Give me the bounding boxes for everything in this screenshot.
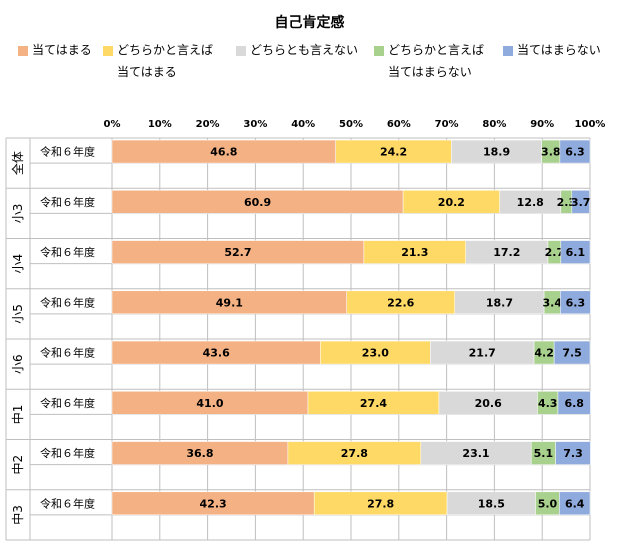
chart-title: 自己肯定感 — [274, 15, 345, 31]
row-label-3: 令和６年度 — [40, 295, 95, 309]
data-label-3-0: 49.1 — [216, 296, 243, 309]
legend-swatch-4 — [374, 46, 384, 56]
bar-4-4 — [553, 340, 591, 365]
data-label-7-1: 27.8 — [367, 497, 394, 510]
row-label-5: 令和６年度 — [40, 396, 95, 410]
group-label-7: 中3 — [10, 505, 25, 525]
x-tick-label-5: 50% — [339, 119, 363, 130]
data-label-6-3: 5.1 — [534, 447, 554, 460]
data-label-2-3: 2.7 — [545, 246, 565, 259]
legend-swatch-1 — [18, 46, 28, 56]
group-label-0: 全体 — [10, 151, 25, 175]
data-label-5-0: 41.0 — [196, 397, 223, 410]
data-label-4-2: 21.7 — [469, 347, 496, 360]
x-tick-label-3: 30% — [243, 119, 267, 130]
data-label-2-2: 17.2 — [493, 246, 520, 259]
group-label-4: 小6 — [11, 354, 25, 374]
row-label-1: 令和６年度 — [40, 195, 95, 209]
bar-1-4 — [571, 190, 590, 214]
legend-label-1: 当てはまる — [32, 43, 92, 57]
data-label-1-4: 3.7 — [571, 196, 591, 209]
x-tick-label-4: 40% — [291, 119, 315, 130]
data-label-7-0: 42.3 — [200, 497, 227, 510]
x-tick-label-1: 10% — [148, 119, 172, 130]
data-label-2-4: 6.1 — [566, 246, 586, 259]
legend-item-5: 当てはまらない — [503, 43, 601, 61]
bar-0-4 — [559, 139, 591, 164]
data-label-5-4: 6.8 — [564, 397, 584, 410]
x-tick-label-8: 80% — [482, 119, 506, 130]
data-label-1-3: 2.3 — [557, 196, 577, 209]
data-label-0-3: 3.8 — [541, 146, 561, 159]
data-label-5-1: 27.4 — [360, 397, 387, 410]
x-tick-label-6: 60% — [387, 119, 411, 130]
data-label-4-3: 4.2 — [534, 347, 554, 360]
data-label-6-2: 23.1 — [462, 447, 489, 460]
data-label-6-0: 36.8 — [186, 447, 213, 460]
data-label-7-4: 6.4 — [565, 497, 585, 510]
group-label-1: 小3 — [11, 204, 25, 224]
legend-swatch-2 — [103, 46, 113, 56]
data-label-3-4: 6.3 — [566, 296, 586, 309]
data-label-2-1: 21.3 — [401, 246, 428, 259]
data-label-5-2: 20.6 — [475, 397, 502, 410]
x-tick-label-0: 0% — [104, 119, 121, 130]
data-label-4-1: 23.0 — [362, 347, 389, 360]
legend-item-3: どちらとも言えない — [236, 43, 358, 61]
group-label-6: 中2 — [10, 455, 25, 475]
legend-label-2: どちらかと言えば 当てはまる — [117, 43, 214, 79]
bar-7-4 — [559, 491, 591, 516]
legend-item-2: どちらかと言えば 当てはまる — [103, 43, 213, 83]
bar-2-4 — [560, 240, 591, 264]
legend-item-4: どちらかと言えば 当てはまらない — [374, 43, 484, 83]
legend-label-5: 当てはまらない — [517, 43, 601, 57]
group-label-2: 小4 — [11, 254, 25, 274]
x-tick-label-7: 70% — [435, 119, 459, 130]
data-label-3-3: 3.4 — [542, 296, 562, 309]
bar-3-4 — [560, 290, 591, 315]
x-tick-label-10: 100% — [575, 119, 606, 130]
data-label-3-1: 22.6 — [387, 296, 414, 309]
data-label-6-1: 27.8 — [341, 447, 368, 460]
data-label-3-2: 18.7 — [486, 296, 513, 309]
data-label-7-3: 5.0 — [538, 497, 558, 510]
data-label-2-0: 52.7 — [224, 246, 251, 259]
data-label-4-4: 7.5 — [562, 347, 582, 360]
group-label-5: 中1 — [10, 405, 25, 425]
bar-5-4 — [557, 391, 591, 415]
x-tick-label-9: 90% — [530, 119, 554, 130]
data-label-7-2: 18.5 — [478, 497, 505, 510]
legend-swatch-5 — [503, 46, 513, 56]
row-label-0: 令和６年度 — [40, 145, 95, 159]
row-label-2: 令和６年度 — [40, 245, 95, 259]
legend-item-1: 当てはまる — [18, 43, 92, 61]
data-label-6-4: 7.3 — [563, 447, 583, 460]
data-label-0-4: 6.3 — [565, 146, 585, 159]
row-label-6: 令和６年度 — [40, 446, 95, 460]
data-label-1-2: 12.8 — [517, 196, 544, 209]
data-label-0-1: 24.2 — [380, 146, 407, 159]
x-tick-label-2: 20% — [196, 119, 220, 130]
data-label-1-0: 60.9 — [244, 196, 271, 209]
data-label-4-0: 43.6 — [203, 347, 230, 360]
group-label-3: 小5 — [11, 304, 25, 324]
row-label-7: 令和６年度 — [40, 496, 95, 510]
legend-label-3: どちらとも言えない — [250, 43, 359, 57]
data-label-5-3: 4.3 — [538, 397, 558, 410]
legend-swatch-3 — [236, 46, 246, 56]
row-label-4: 令和６年度 — [40, 346, 95, 360]
data-label-0-2: 18.9 — [483, 146, 510, 159]
data-label-0-0: 46.8 — [210, 146, 237, 159]
bar-6-4 — [555, 441, 591, 465]
data-label-1-1: 20.2 — [438, 196, 465, 209]
legend-label-4: どちらかと言えば 当てはまらない — [388, 43, 485, 79]
